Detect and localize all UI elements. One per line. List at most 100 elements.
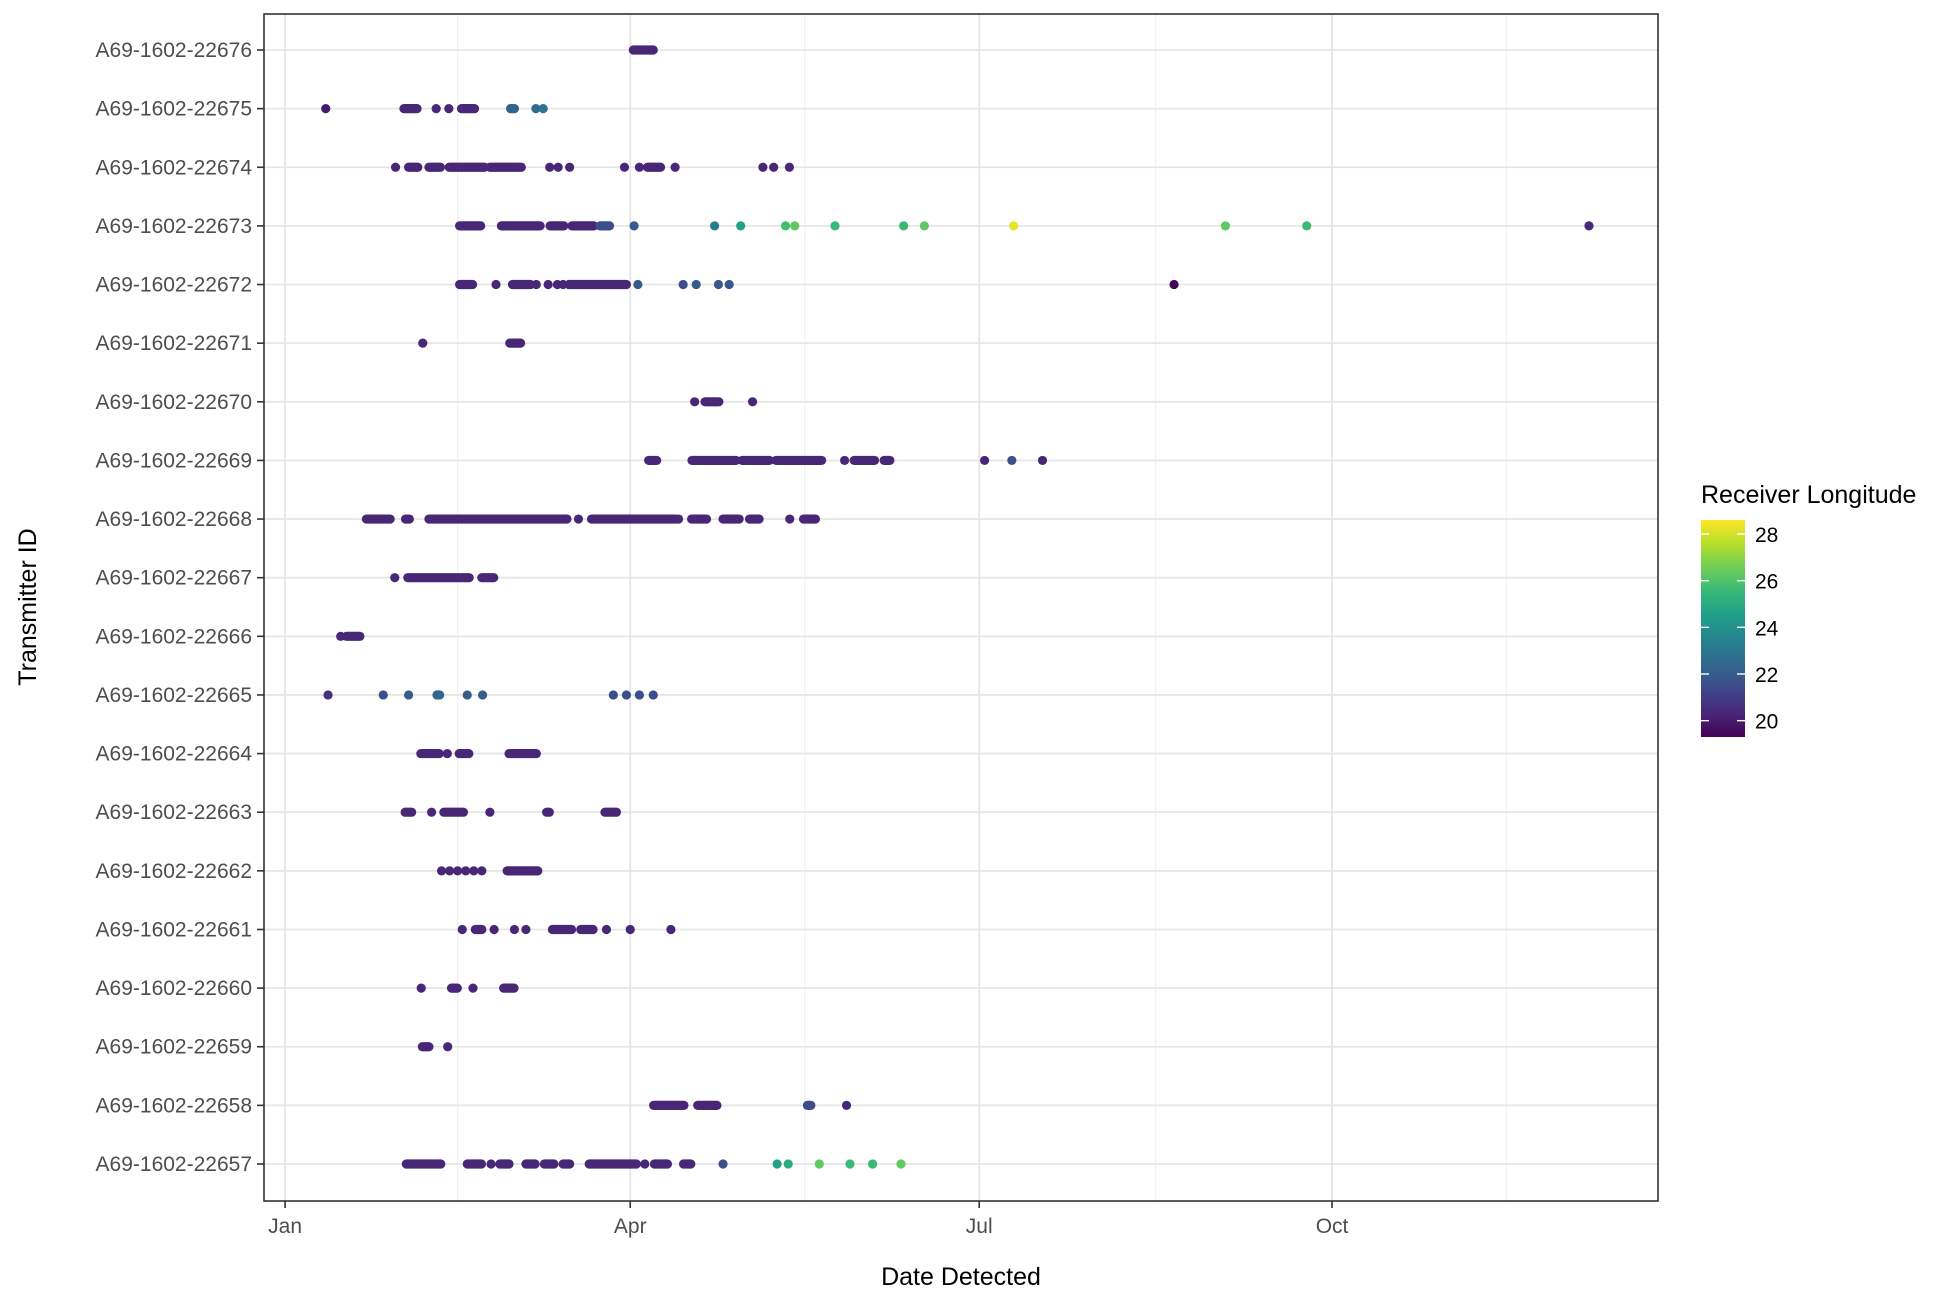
detection-run bbox=[417, 1042, 434, 1052]
detection-run bbox=[693, 1100, 722, 1110]
detection-point bbox=[469, 866, 479, 876]
detection-run bbox=[505, 338, 526, 348]
detection-point bbox=[633, 279, 643, 290]
detection-run bbox=[595, 221, 615, 231]
detection-run bbox=[361, 514, 395, 524]
detection-run bbox=[798, 514, 821, 524]
detection-point bbox=[619, 162, 630, 172]
y-tick-label: A69-1602-22660 bbox=[96, 977, 252, 1000]
detection-point bbox=[545, 162, 555, 172]
detection-point bbox=[491, 279, 501, 290]
detection-run bbox=[744, 514, 764, 524]
detection-point bbox=[919, 221, 929, 231]
detection-point bbox=[724, 279, 734, 290]
legend-ticks: 20 22 24 26 28 bbox=[1701, 524, 1779, 734]
detection-run bbox=[403, 573, 474, 583]
detection-point bbox=[670, 162, 680, 172]
detection-point bbox=[1584, 221, 1594, 231]
detection-run bbox=[432, 690, 445, 700]
y-tick-label: A69-1602-22657 bbox=[96, 1153, 252, 1176]
detection-point bbox=[442, 748, 452, 759]
detection-run bbox=[439, 807, 469, 817]
detection-point bbox=[899, 221, 909, 231]
detection-run bbox=[507, 279, 536, 290]
detection-run bbox=[454, 221, 486, 231]
detection-point bbox=[1220, 221, 1231, 231]
detection-run bbox=[567, 221, 599, 231]
detection-point bbox=[785, 514, 795, 524]
detection-point bbox=[783, 1159, 793, 1169]
detection-point bbox=[634, 690, 645, 700]
x-tick-label: Jan bbox=[268, 1215, 302, 1238]
detection-run bbox=[477, 573, 499, 583]
y-tick-label: A69-1602-22667 bbox=[96, 567, 252, 590]
detection-point bbox=[625, 924, 635, 935]
legend-tick-label: 26 bbox=[1755, 571, 1778, 594]
y-tick-label: A69-1602-22674 bbox=[96, 156, 253, 179]
y-tick-label: A69-1602-22663 bbox=[96, 801, 252, 824]
detection-point bbox=[485, 807, 495, 817]
detection-run bbox=[504, 748, 541, 759]
panel-border bbox=[263, 13, 1659, 1202]
detection-point bbox=[710, 221, 720, 231]
detection-point bbox=[736, 221, 746, 231]
detection-run bbox=[642, 162, 666, 172]
detection-point bbox=[531, 279, 541, 290]
y-tick-label: A69-1602-22658 bbox=[96, 1094, 252, 1117]
detection-run bbox=[424, 514, 572, 524]
detection-point bbox=[691, 279, 701, 290]
detection-point bbox=[640, 1159, 650, 1169]
detection-point bbox=[486, 1159, 496, 1169]
detection-point bbox=[468, 983, 478, 993]
detection-run bbox=[718, 514, 744, 524]
y-tick-label: A69-1602-22662 bbox=[96, 860, 252, 883]
detection-point bbox=[390, 573, 400, 583]
detection-point bbox=[868, 1159, 878, 1169]
y-tick-label: A69-1602-22665 bbox=[96, 684, 252, 707]
detection-run bbox=[576, 924, 598, 935]
detection-run bbox=[462, 1159, 487, 1169]
points-layer bbox=[321, 45, 1594, 1169]
detection-point bbox=[1169, 279, 1179, 290]
y-tick-label: A69-1602-22670 bbox=[96, 391, 252, 414]
y-tick-label: A69-1602-22666 bbox=[96, 625, 252, 648]
detection-run bbox=[495, 1159, 514, 1169]
detection-point bbox=[769, 162, 779, 172]
detection-point bbox=[553, 162, 563, 172]
detection-point bbox=[521, 924, 531, 935]
detection-run bbox=[586, 514, 681, 524]
detection-point bbox=[758, 162, 768, 172]
detection-point bbox=[1302, 221, 1312, 231]
y-tick-label: A69-1602-22672 bbox=[96, 274, 252, 297]
detection-point bbox=[418, 338, 428, 348]
y-tick-label: A69-1602-22664 bbox=[96, 743, 253, 766]
legend-tick-label: 28 bbox=[1755, 524, 1778, 547]
detection-point bbox=[814, 1159, 824, 1169]
detection-run bbox=[649, 1159, 673, 1169]
detection-point bbox=[477, 690, 488, 700]
detection-run bbox=[424, 162, 446, 172]
y-tick-label: A69-1602-22668 bbox=[96, 508, 252, 531]
detection-point bbox=[772, 1159, 782, 1169]
detection-run bbox=[737, 455, 775, 466]
detection-point bbox=[443, 1042, 453, 1052]
y-axis-title: Transmitter ID bbox=[14, 528, 42, 685]
detection-run bbox=[771, 455, 827, 466]
detection-run bbox=[849, 455, 880, 466]
detection-point bbox=[840, 455, 850, 466]
legend-title: Receiver Longitude bbox=[1701, 481, 1916, 509]
detection-point bbox=[666, 924, 676, 935]
detection-point bbox=[543, 279, 553, 290]
detection-point bbox=[462, 690, 472, 700]
detection-point bbox=[747, 397, 758, 407]
x-tick-label: Jul bbox=[966, 1215, 993, 1238]
y-tick-label: A69-1602-22675 bbox=[96, 98, 252, 121]
x-axis: Jan Apr Jul Oct bbox=[268, 1201, 1349, 1238]
detection-run bbox=[485, 162, 526, 172]
detection-run bbox=[539, 1159, 559, 1169]
colorbar bbox=[1701, 520, 1745, 737]
detection-point bbox=[621, 690, 632, 700]
detection-run bbox=[502, 866, 543, 876]
